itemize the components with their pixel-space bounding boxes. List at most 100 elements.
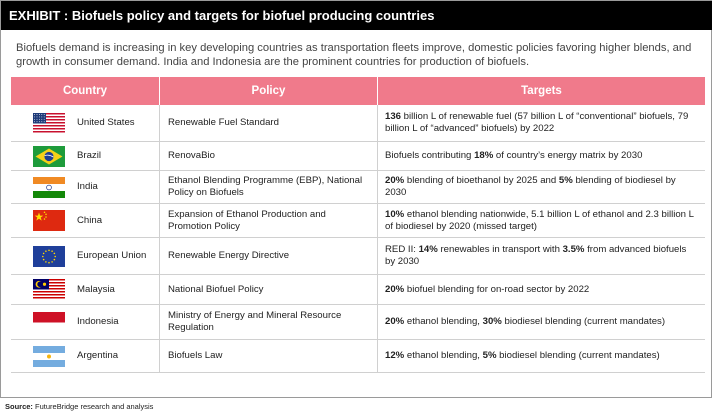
source-text: FutureBridge research and analysis xyxy=(32,402,154,411)
policy-name: RenovaBio xyxy=(168,150,215,161)
policy-table: Country Policy Targets United States Rene… xyxy=(11,77,705,373)
target-segment: 5% xyxy=(482,350,497,361)
target-segment: blending of bioethanol by 2025 and xyxy=(404,175,559,186)
country-name: United States xyxy=(77,117,135,128)
target-segment: 30% xyxy=(482,316,502,327)
table-body: United States Renewable Fuel Standard 136 … xyxy=(11,105,705,373)
target-segment: ethanol blending nationwide, 5.1 billion… xyxy=(385,208,694,232)
policy-name: National Biofuel Policy xyxy=(168,283,264,295)
table-row: Brazil RenovaBio Biofuels contributing 18%… xyxy=(11,142,705,171)
target-segment: renewables in transport with xyxy=(437,244,563,255)
us-flag-icon xyxy=(33,112,65,134)
country-cell: European Union xyxy=(11,238,160,274)
policy-name: Renewable Fuel Standard xyxy=(168,117,279,128)
target-segment: Biofuels contributing xyxy=(385,150,475,161)
target-segment: 14% xyxy=(418,244,438,255)
policy-name: Biofuels Law xyxy=(168,350,223,361)
source-note: Source: FutureBridge research and analys… xyxy=(5,402,153,411)
target-segment: 3.5% xyxy=(562,244,585,255)
header-country: Country xyxy=(11,77,160,105)
targets-cell: 20% biofuel blending for on-road sector … xyxy=(378,275,705,304)
target-segment: ethanol blending, xyxy=(404,316,483,327)
table-row: Malaysia National Biofuel Policy 20% biofu… xyxy=(11,275,705,305)
exhibit-frame: EXHIBIT : Biofuels policy and targets fo… xyxy=(0,0,712,398)
country-cell: Indonesia xyxy=(11,305,160,339)
table-row: India Ethanol Blending Programme (EBP), N… xyxy=(11,171,705,204)
country-name: Indonesia xyxy=(77,316,119,327)
country-name: India xyxy=(77,181,98,192)
country-cell: Malaysia xyxy=(11,275,160,304)
country-cell: Argentina xyxy=(11,340,160,372)
table-row: Indonesia Ministry of Energy and Mineral … xyxy=(11,305,705,340)
target-segment: 18% xyxy=(474,150,494,161)
policy-cell: Ministry of Energy and Mineral Resource … xyxy=(160,305,378,339)
targets-text: Biofuels contributing 18% of country’s e… xyxy=(385,150,642,162)
targets-cell: RED II: 14% renewables in transport with… xyxy=(378,238,705,274)
policy-cell: Biofuels Law xyxy=(160,340,378,372)
header-targets: Targets xyxy=(521,85,562,97)
target-segment: biodiesel blending (current mandates) xyxy=(496,350,660,361)
policy-name: Ministry of Energy and Mineral Resource … xyxy=(168,310,342,333)
policy-cell: Renewable Fuel Standard xyxy=(160,105,378,141)
target-segment: 20% xyxy=(385,316,405,327)
table-row: European Union Renewable Energy Directive… xyxy=(11,238,705,275)
country-name: China xyxy=(77,214,103,226)
exhibit-title: EXHIBIT : Biofuels policy and targets fo… xyxy=(1,1,712,30)
intro-paragraph: Biofuels demand is increasing in key dev… xyxy=(16,42,692,68)
target-segment: billion L of renewable fuel (57 billion … xyxy=(385,111,689,134)
targets-text: 12% ethanol blending, 5% biodiesel blend… xyxy=(385,350,660,362)
policy-name: Expansion of Ethanol Production and Prom… xyxy=(168,208,326,232)
targets-cell: 136 billion L of renewable fuel (57 bill… xyxy=(378,105,705,141)
country-cell: China xyxy=(11,204,160,237)
country-name: Malaysia xyxy=(77,283,115,295)
targets-text: 20% biofuel blending for on-road sector … xyxy=(385,284,589,296)
targets-text: 136 billion L of renewable fuel (57 bill… xyxy=(385,111,697,135)
china-flag-icon xyxy=(33,210,65,231)
country-cell: Brazil xyxy=(11,142,160,170)
target-segment: RED II: xyxy=(385,244,419,255)
targets-text: 10% ethanol blending nationwide, 5.1 bil… xyxy=(385,209,697,233)
country-cell: United States xyxy=(11,105,160,141)
policy-cell: RenovaBio xyxy=(160,142,378,170)
target-segment: 20% xyxy=(385,283,405,295)
policy-cell: Ethanol Blending Programme (EBP), Nation… xyxy=(160,171,378,203)
table-header: Country Policy Targets xyxy=(11,77,705,105)
targets-cell: 12% ethanol blending, 5% biodiesel blend… xyxy=(378,340,705,372)
target-segment: 5% xyxy=(558,175,573,186)
table-row: Argentina Biofuels Law 12% ethanol blendin… xyxy=(11,340,705,373)
table-row: United States Renewable Fuel Standard 136 … xyxy=(11,105,705,142)
target-segment: ethanol blending, xyxy=(404,350,483,361)
india-flag-icon xyxy=(33,176,65,198)
policy-cell: Renewable Energy Directive xyxy=(160,238,378,274)
targets-cell: Biofuels contributing 18% of country’s e… xyxy=(378,142,705,170)
target-segment: of country’s energy matrix by 2030 xyxy=(493,150,643,161)
policy-name: Renewable Energy Directive xyxy=(168,250,290,261)
targets-text: RED II: 14% renewables in transport with… xyxy=(385,244,697,268)
target-segment: blending of biodiesel by 2030 xyxy=(385,175,676,198)
country-name: Brazil xyxy=(77,150,101,161)
target-segment: from advanced biofuels by 2030 xyxy=(385,244,687,267)
source-label: Source: xyxy=(5,402,33,411)
country-name: European Union xyxy=(77,250,147,261)
argentina-flag-icon xyxy=(33,345,65,367)
target-segment: biodiesel blending (current mandates) xyxy=(501,316,666,327)
targets-cell: 20% ethanol blending, 30% biodiesel blen… xyxy=(378,305,705,339)
target-segment: 20% xyxy=(385,175,405,186)
policy-name: Ethanol Blending Programme (EBP), Nation… xyxy=(168,175,363,198)
targets-text: 20% ethanol blending, 30% biodiesel blen… xyxy=(385,316,665,328)
header-policy: Policy xyxy=(160,77,378,105)
country-name: Argentina xyxy=(77,350,119,361)
country-cell: India xyxy=(11,171,160,203)
policy-cell: Expansion of Ethanol Production and Prom… xyxy=(160,204,378,237)
policy-cell: National Biofuel Policy xyxy=(160,275,378,304)
targets-cell: 20% blending of bioethanol by 2025 and 5… xyxy=(378,171,705,203)
indonesia-flag-icon xyxy=(33,311,65,333)
table-row: China Expansion of Ethanol Production and… xyxy=(11,204,705,238)
target-segment: 10% xyxy=(385,208,405,220)
targets-cell: 10% ethanol blending nationwide, 5.1 bil… xyxy=(378,204,705,237)
malaysia-flag-icon xyxy=(33,279,65,300)
targets-text: 20% blending of bioethanol by 2025 and 5… xyxy=(385,175,697,199)
eu-flag-icon xyxy=(33,245,65,267)
target-segment: biofuel blending for on-road sector by 2… xyxy=(404,283,590,295)
target-segment: 12% xyxy=(385,350,405,361)
